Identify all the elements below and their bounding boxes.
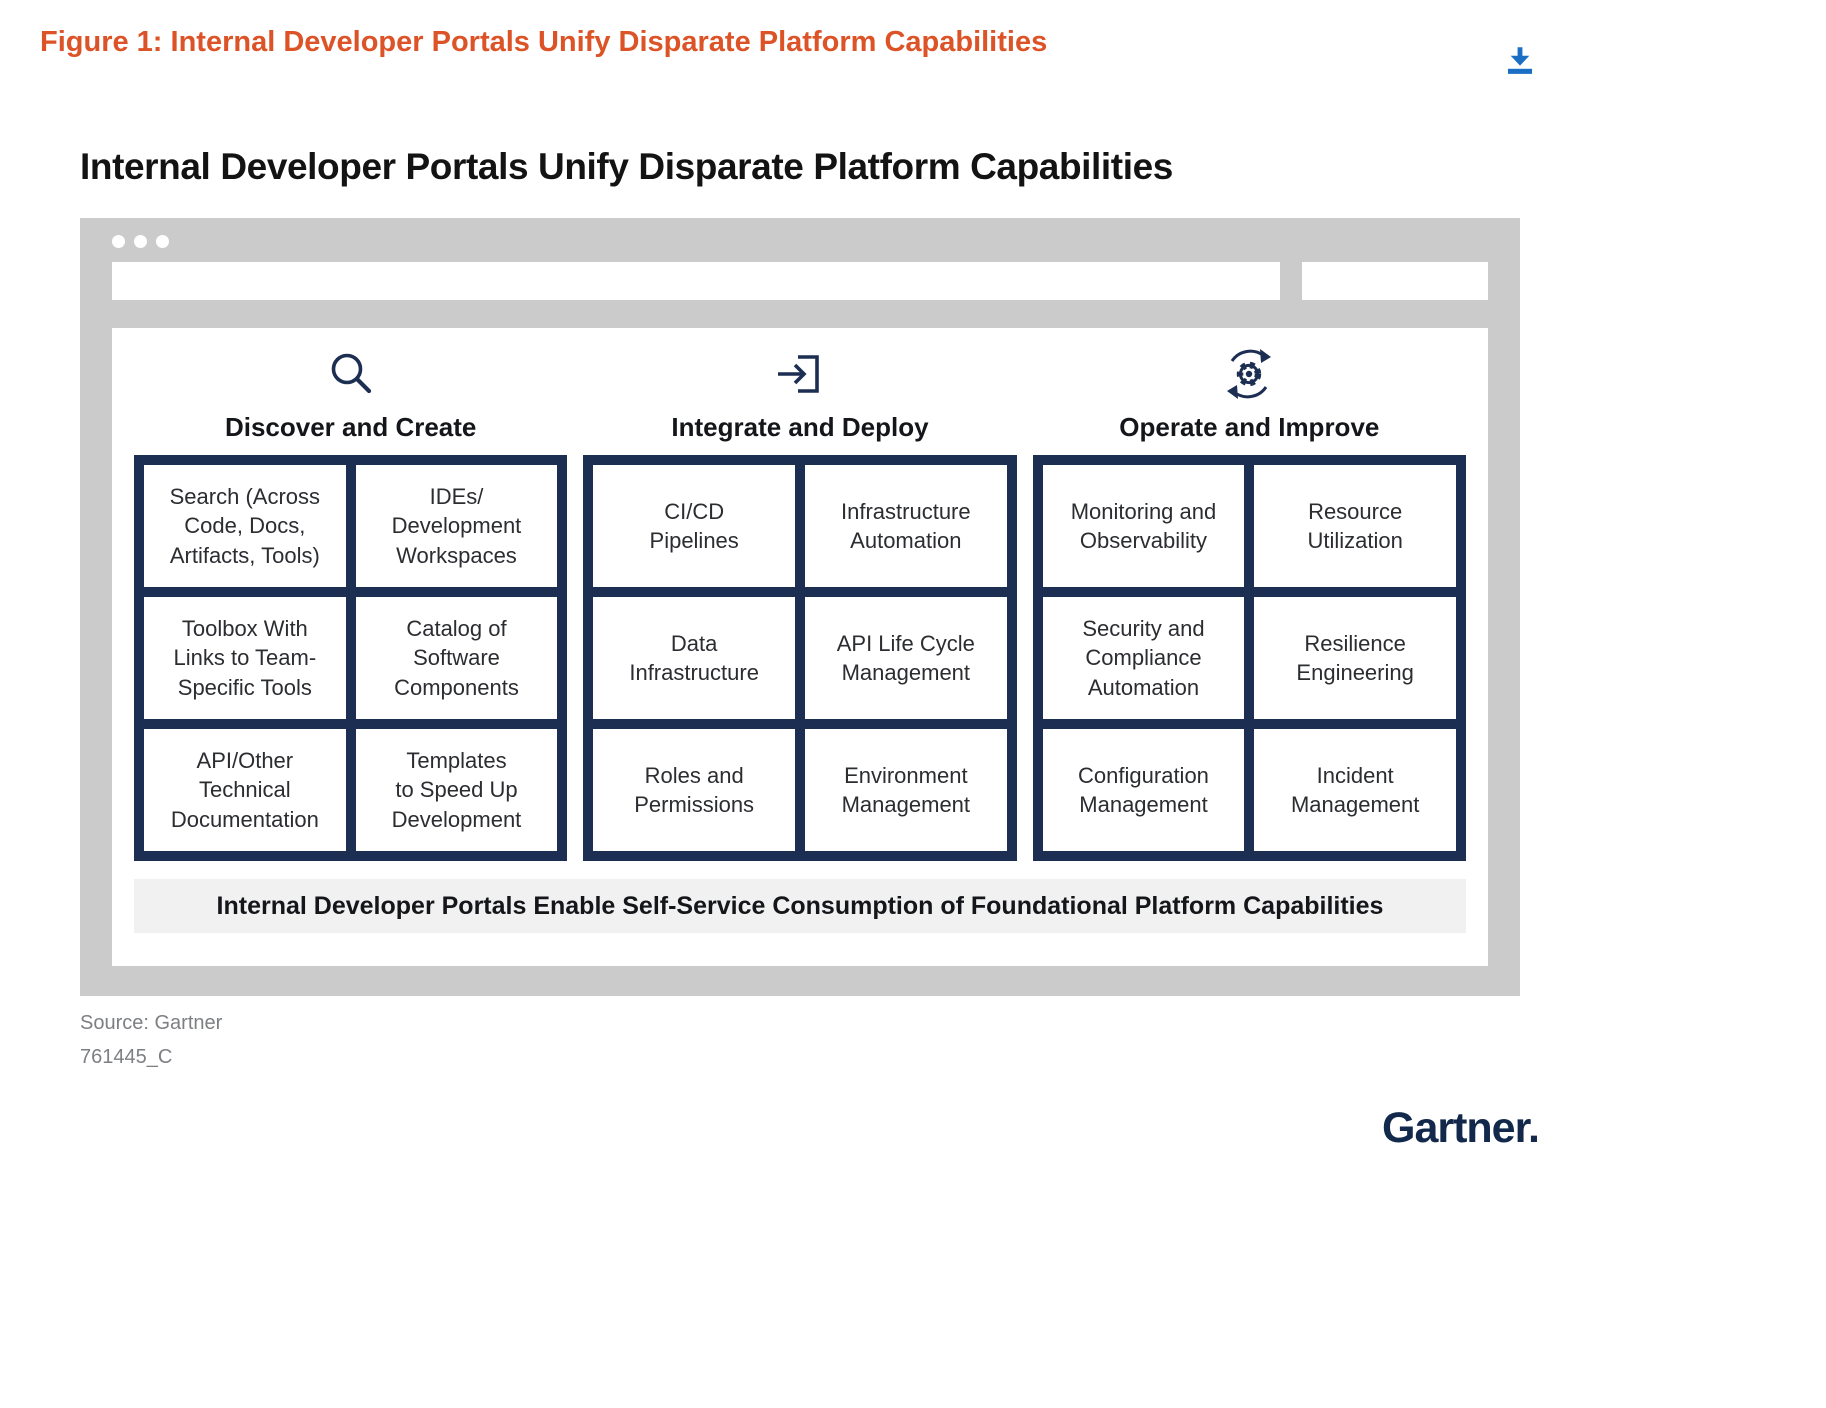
browser-mockup: Discover and Create Search (Across Code,… <box>80 218 1520 996</box>
column-integrate-and-deploy: Integrate and Deploy CI/CD Pipelines Inf… <box>583 344 1017 861</box>
download-button[interactable] <box>1496 36 1544 84</box>
window-dot <box>112 235 125 248</box>
search-icon <box>134 344 567 406</box>
capability-cell: Toolbox With Links to Team- Specific Too… <box>144 597 346 719</box>
capability-cell: API/Other Technical Documentation <box>144 729 346 851</box>
window-controls <box>112 235 169 248</box>
column-header: Operate and Improve <box>1119 412 1380 442</box>
column-discover-and-create: Discover and Create Search (Across Code,… <box>134 344 568 861</box>
capability-cell: Resilience Engineering <box>1254 597 1456 719</box>
source-text: Source: Gartner <box>80 1012 223 1034</box>
capability-cell: Data Infrastructure <box>593 597 795 719</box>
capability-cell: Catalog of Software Components <box>355 597 558 719</box>
capability-cell: Search (Across Code, Docs, Artifacts, To… <box>144 465 346 587</box>
portal-content: Discover and Create Search (Across Code,… <box>112 328 1488 966</box>
capability-group: CI/CD Pipelines Infrastructure Automatio… <box>583 455 1017 861</box>
window-dot <box>156 235 169 248</box>
address-bar <box>112 262 1280 300</box>
capability-cell: Monitoring and Observability <box>1042 465 1245 587</box>
figure-heading: Figure 1: Internal Developer Portals Uni… <box>40 26 1048 58</box>
capability-group: Monitoring and Observability Resource Ut… <box>1032 455 1466 861</box>
gear-refresh-icon <box>1033 344 1466 406</box>
column-header: Integrate and Deploy <box>671 412 929 442</box>
gartner-logo: Gartner. <box>1382 1104 1540 1152</box>
window-dot <box>134 235 147 248</box>
capability-cell: Roles and Permissions <box>593 729 795 851</box>
download-icon <box>1503 43 1537 77</box>
capability-cell: Incident Management <box>1254 729 1456 851</box>
capability-cell: Resource Utilization <box>1254 465 1456 587</box>
chart-title: Internal Developer Portals Unify Dispara… <box>80 146 1173 187</box>
capability-cell: Environment Management <box>804 729 1007 851</box>
capability-cell: Templates to Speed Up Development <box>355 729 558 851</box>
figure-code: 761445_C <box>80 1046 173 1068</box>
capability-cell: Configuration Management <box>1042 729 1245 851</box>
column-header: Discover and Create <box>224 412 477 442</box>
column-operate-and-improve: Operate and Improve Monitoring and Obser… <box>1032 344 1466 861</box>
capability-cell: IDEs/ Development Workspaces <box>355 465 558 587</box>
capability-cell: API Life Cycle Management <box>804 597 1007 719</box>
arrow-into-box-icon <box>583 344 1016 406</box>
capability-cell: Security and Compliance Automation <box>1042 597 1245 719</box>
capability-cell: CI/CD Pipelines <box>593 465 795 587</box>
capability-columns: Discover and Create Search (Across Code,… <box>134 344 1466 861</box>
secondary-bar <box>1302 262 1488 300</box>
self-service-banner: Internal Developer Portals Enable Self-S… <box>134 879 1466 933</box>
capability-group: Search (Across Code, Docs, Artifacts, To… <box>134 455 568 861</box>
capability-cell: Infrastructure Automation <box>804 465 1007 587</box>
